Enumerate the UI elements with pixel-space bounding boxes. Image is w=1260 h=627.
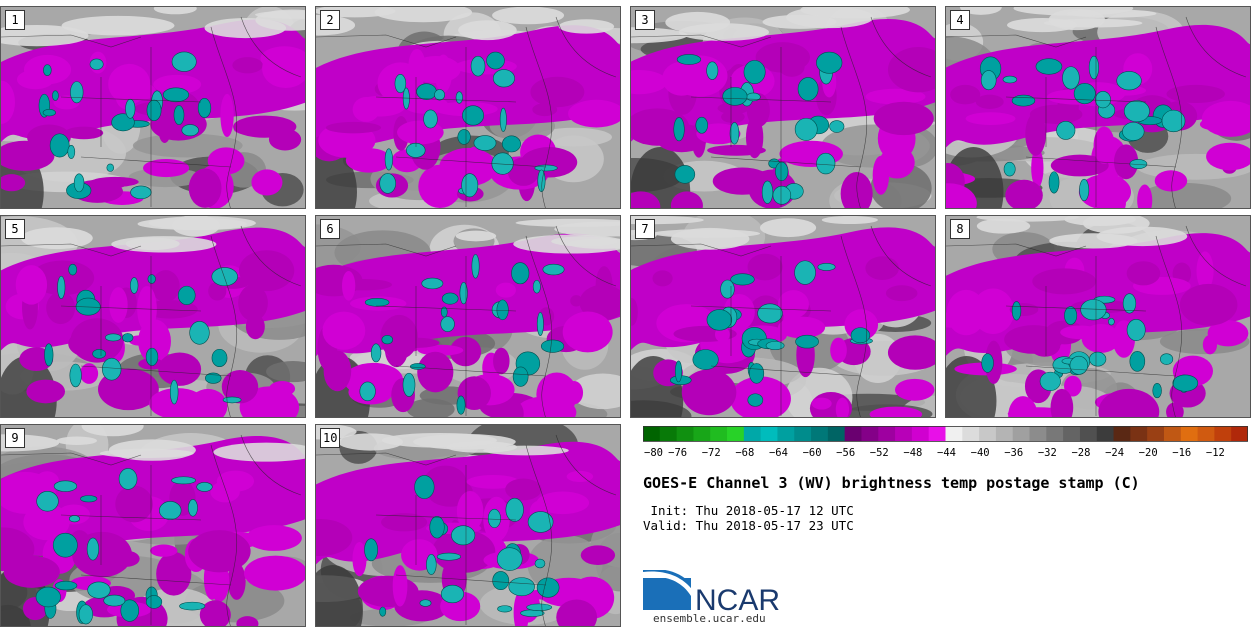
colorbar-tick-label: −52: [870, 447, 889, 459]
colorbar-segment: [693, 426, 711, 441]
colorbar-segment: [995, 426, 1014, 441]
colorbar-tick-label: −32: [1038, 447, 1057, 459]
colorbar-segment: [760, 426, 778, 441]
colorbar-tick-label: −60: [803, 447, 822, 459]
colorbar-segment: [777, 426, 795, 441]
panel-label: 1: [5, 10, 25, 30]
colorbar-tick-label: −44: [937, 447, 956, 459]
colorbar-segment: [659, 426, 678, 441]
colorbar-segment: [676, 426, 694, 441]
colorbar-segment: [895, 426, 913, 441]
colorbar: −80 −76 −72 −68 −64 −60 −56 −52 −48 −44 −40 −36 −32 −…: [643, 426, 1248, 459]
colorbar-tick-label: −48: [903, 447, 922, 459]
panel-label: 5: [5, 219, 25, 239]
colorbar-tick-label: −56: [836, 447, 855, 459]
colorbar-segment: [727, 426, 745, 441]
colorbar-segment: [811, 426, 829, 441]
colorbar-segment: [1096, 426, 1115, 441]
colorbar-tick-label: −36: [1004, 447, 1023, 459]
ncar-logo: NCAR: [643, 570, 780, 614]
colorbar-segment: [979, 426, 997, 441]
colorbar-tick-label: −16: [1172, 447, 1191, 459]
map-panel-10: 10: [315, 424, 621, 627]
wv-field: [1, 425, 305, 626]
colorbar-segment: [1214, 426, 1232, 441]
panel-label: 3: [635, 10, 655, 30]
map-panel-9: 9: [0, 424, 306, 627]
colorbar-tick-label: −20: [1139, 447, 1158, 459]
url-text: ensemble.ucar.edu: [653, 612, 766, 625]
colorbar-segment: [827, 426, 846, 441]
panel-label: 4: [950, 10, 970, 30]
wv-field: [316, 7, 620, 208]
panel-label: 10: [320, 428, 341, 448]
colorbar-segment: [1063, 426, 1081, 441]
map-panel-2: 2: [315, 6, 621, 209]
colorbar-segment: [1012, 426, 1031, 441]
colorbar-segment: [1113, 426, 1131, 441]
colorbar-segment: [643, 426, 661, 441]
map-panel-8: 8: [945, 215, 1251, 418]
colorbar-segment: [1130, 426, 1148, 441]
wv-field: [1, 216, 305, 417]
colorbar-segment: [911, 426, 930, 441]
panel-label: 8: [950, 219, 970, 239]
colorbar-segment: [1231, 426, 1248, 441]
map-panel-6: 6: [315, 215, 621, 418]
init-time: Init: Thu 2018-05-17 12 UTC: [643, 503, 854, 518]
colorbar-segment: [844, 426, 862, 441]
panel-label: 2: [320, 10, 340, 30]
colorbar-segment: [962, 426, 980, 441]
colorbar-tick-label: −68: [735, 447, 754, 459]
panel-label: 7: [635, 219, 655, 239]
panel-label: 9: [5, 428, 25, 448]
colorbar-tick-label: −24: [1105, 447, 1124, 459]
colorbar-segment: [794, 426, 812, 441]
wv-field: [631, 7, 935, 208]
colorbar-segment: [1046, 426, 1064, 441]
colorbar-segment: [1180, 426, 1199, 441]
wv-field: [316, 216, 620, 417]
wv-field: [316, 425, 620, 626]
map-panel-7: 7: [630, 215, 936, 418]
figure-title: GOES-E Channel 3 (WV) brightness temp po…: [643, 474, 1140, 492]
map-panel-1: 1: [0, 6, 306, 209]
colorbar-segment: [861, 426, 879, 441]
wv-field: [946, 216, 1250, 417]
colorbar-segment: [945, 426, 963, 441]
colorbar-tick-label: −76: [668, 447, 687, 459]
wv-field: [1, 7, 305, 208]
map-panel-4: 4: [945, 6, 1251, 209]
colorbar-segment: [928, 426, 946, 441]
colorbar-segment: [743, 426, 762, 441]
colorbar-segment: [1079, 426, 1098, 441]
colorbar-tick-label: −40: [971, 447, 990, 459]
colorbar-segment: [1197, 426, 1215, 441]
colorbar-tick-label: −28: [1071, 447, 1090, 459]
panel-label: 6: [320, 219, 340, 239]
colorbar-segment: [1029, 426, 1047, 441]
colorbar-tick-label: −80: [644, 447, 663, 459]
logo-text: NCAR: [695, 584, 780, 614]
wv-field: [946, 7, 1250, 208]
colorbar-segment: [1147, 426, 1165, 441]
valid-time: Valid: Thu 2018-05-17 23 UTC: [643, 518, 854, 533]
colorbar-tick-label: −72: [702, 447, 721, 459]
colorbar-segment: [710, 426, 728, 441]
wv-field: [631, 216, 935, 417]
colorbar-segment: [878, 426, 896, 441]
map-panel-3: 3: [630, 6, 936, 209]
colorbar-segment: [1163, 426, 1182, 441]
colorbar-tick-label: −12: [1206, 447, 1225, 459]
colorbar-tick-label: −64: [769, 447, 788, 459]
map-panel-5: 5: [0, 215, 306, 418]
